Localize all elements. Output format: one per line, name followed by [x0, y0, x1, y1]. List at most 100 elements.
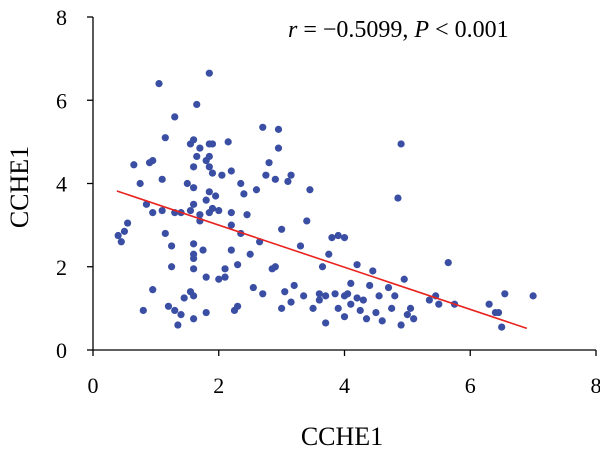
- data-point: [315, 296, 323, 304]
- data-point: [372, 308, 380, 317]
- data-point: [215, 275, 223, 283]
- data-point: [274, 125, 283, 133]
- x-tick-label: 6: [465, 373, 476, 398]
- data-point: [315, 290, 323, 298]
- data-point: [208, 204, 217, 213]
- data-point: [205, 163, 213, 171]
- data-point: [186, 206, 195, 215]
- data-point: [167, 242, 176, 250]
- data-point: [400, 275, 408, 283]
- data-point: [259, 123, 267, 131]
- data-point: [356, 306, 364, 315]
- data-point: [190, 265, 198, 273]
- data-point: [501, 290, 509, 298]
- data-point: [114, 231, 122, 240]
- data-point: [190, 292, 198, 300]
- data-point: [296, 242, 305, 250]
- data-point: [215, 206, 223, 215]
- data-point: [177, 311, 185, 319]
- data-point: [303, 217, 311, 225]
- data-point: [139, 306, 147, 315]
- data-point: [221, 265, 229, 273]
- data-point: [171, 113, 179, 121]
- y-tick-label: 8: [56, 5, 67, 30]
- data-point: [190, 315, 198, 323]
- regression-line: [116, 190, 528, 330]
- data-point: [240, 190, 248, 198]
- y-tick-label: 2: [56, 255, 67, 280]
- data-point: [391, 292, 399, 300]
- data-point: [202, 308, 210, 317]
- data-point: [167, 263, 176, 271]
- data-point: [388, 304, 396, 312]
- data-point: [142, 200, 151, 208]
- data-point: [224, 138, 232, 146]
- y-tick-label: 4: [56, 172, 67, 197]
- x-tick-label: 0: [88, 373, 99, 398]
- data-point: [190, 200, 198, 208]
- data-point: [403, 311, 411, 319]
- data-point: [161, 229, 169, 238]
- data-point: [334, 304, 342, 312]
- data-point: [227, 167, 235, 175]
- data-point: [284, 177, 292, 186]
- data-point: [347, 300, 355, 308]
- r-symbol: r: [288, 17, 298, 43]
- data-point: [397, 140, 405, 148]
- data-point: [271, 263, 279, 271]
- data-point: [190, 254, 198, 263]
- data-point: [353, 294, 361, 302]
- data-point: [347, 279, 355, 287]
- data-point: [340, 313, 349, 321]
- data-point: [425, 296, 433, 304]
- data-point: [136, 179, 144, 188]
- data-point: [202, 196, 210, 204]
- r-value: = −0.5099,: [297, 17, 414, 43]
- data-point: [435, 300, 443, 308]
- data-point: [375, 292, 383, 300]
- data-point: [234, 302, 242, 310]
- data-point: [193, 152, 201, 161]
- data-point: [334, 231, 342, 240]
- data-point: [485, 300, 493, 308]
- data-point: [174, 321, 182, 329]
- data-point: [262, 171, 270, 179]
- data-point: [123, 219, 132, 227]
- data-point: [410, 315, 418, 323]
- data-point: [322, 319, 330, 327]
- data-point: [212, 192, 220, 200]
- data-point: [300, 292, 308, 300]
- data-point: [394, 194, 402, 202]
- data-point: [234, 261, 242, 269]
- data-point: [406, 304, 415, 312]
- data-point: [369, 267, 377, 275]
- data-point: [205, 69, 213, 77]
- data-point: [246, 250, 254, 258]
- data-point: [243, 211, 251, 219]
- data-point: [205, 152, 213, 161]
- data-point: [237, 179, 245, 188]
- data-point: [366, 281, 374, 290]
- p-symbol: P: [413, 17, 429, 43]
- data-point: [180, 294, 188, 302]
- p-value: < 0.001: [429, 17, 509, 43]
- x-axis-ticks: 0 2 4 6 8: [88, 350, 600, 398]
- data-point: [171, 306, 179, 315]
- data-point: [318, 263, 327, 271]
- data-point: [278, 225, 286, 233]
- data-point: [227, 246, 235, 254]
- data-point: [353, 261, 361, 269]
- data-point: [344, 290, 352, 298]
- data-point: [498, 323, 506, 331]
- data-point: [325, 250, 333, 258]
- x-tick-label: 4: [339, 373, 350, 398]
- data-point: [196, 211, 204, 219]
- data-point: [227, 209, 235, 217]
- data-point: [190, 184, 198, 192]
- correlation-annotation: r = −0.5099, P < 0.001: [288, 17, 509, 43]
- data-point: [149, 157, 157, 165]
- data-point: [249, 283, 257, 292]
- data-point: [164, 302, 173, 310]
- y-axis-ticks: 0 2 4 6 8: [56, 5, 93, 363]
